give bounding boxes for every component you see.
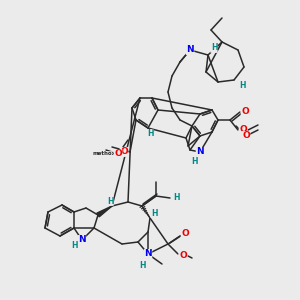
Text: O: O <box>114 149 122 158</box>
Text: O: O <box>242 131 250 140</box>
Text: methoxy: methoxy <box>93 152 119 157</box>
Text: H: H <box>140 262 146 271</box>
Text: O: O <box>241 107 249 116</box>
Polygon shape <box>97 206 112 217</box>
Text: O: O <box>239 125 247 134</box>
Text: H: H <box>239 82 245 91</box>
Text: O: O <box>120 148 128 157</box>
Text: O: O <box>181 230 189 238</box>
Text: H: H <box>107 196 113 206</box>
Text: N: N <box>144 250 152 259</box>
Text: H: H <box>173 194 179 202</box>
Text: H: H <box>71 242 77 250</box>
Text: N: N <box>186 46 194 55</box>
Text: H: H <box>191 157 197 166</box>
Text: H: H <box>151 208 157 217</box>
Text: H: H <box>147 130 153 139</box>
Text: N: N <box>78 236 86 244</box>
Text: N: N <box>196 148 204 157</box>
Text: H: H <box>211 44 217 52</box>
Text: O: O <box>179 251 187 260</box>
